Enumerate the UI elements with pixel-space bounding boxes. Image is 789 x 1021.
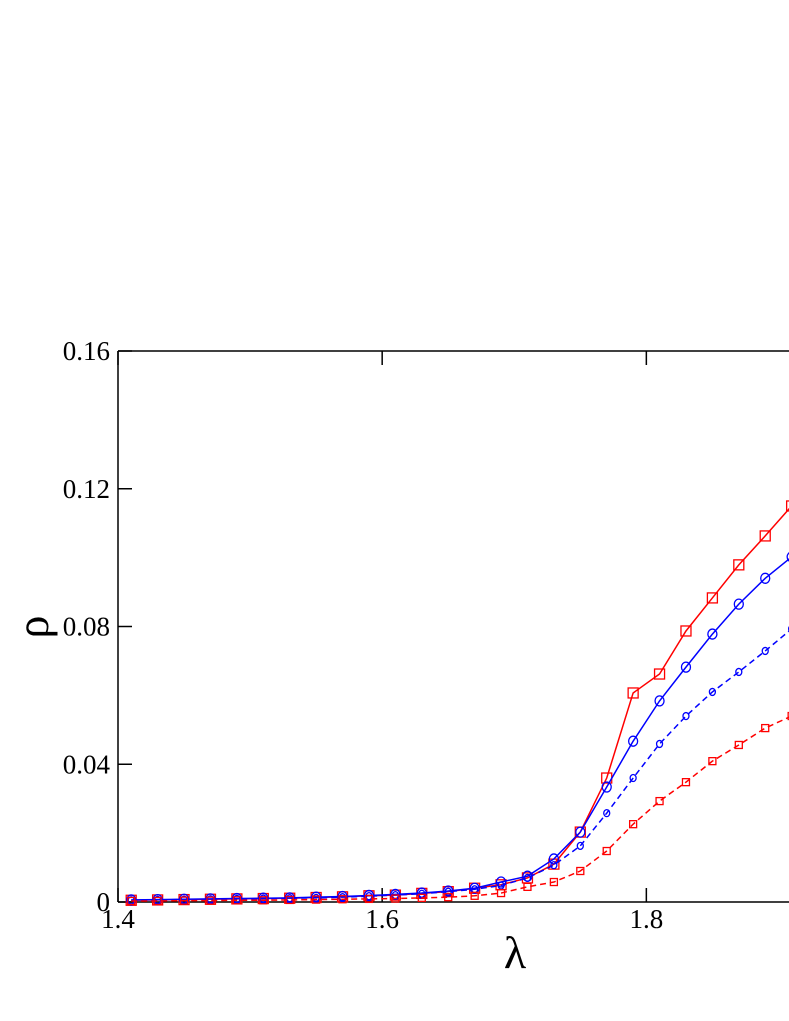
data-point bbox=[601, 781, 612, 793]
data-point bbox=[706, 592, 719, 604]
data-point bbox=[576, 841, 584, 851]
series-line bbox=[131, 716, 789, 902]
data-point bbox=[760, 572, 771, 584]
data-point bbox=[127, 896, 136, 906]
y-tick-label: 0.12 bbox=[63, 474, 110, 504]
x-tick-label: 1.6 bbox=[365, 904, 399, 934]
y-tick-label: 0.16 bbox=[63, 336, 110, 366]
data-point bbox=[311, 895, 321, 904]
data-point bbox=[680, 661, 692, 673]
data-point bbox=[390, 888, 401, 901]
data-point bbox=[549, 877, 559, 887]
data-point bbox=[735, 667, 743, 677]
data-point bbox=[629, 773, 637, 783]
data-point bbox=[576, 866, 585, 876]
data-point bbox=[153, 896, 162, 906]
y-tick-label: 0.04 bbox=[63, 749, 111, 779]
data-point bbox=[785, 500, 789, 512]
x-tick-label: 1.4 bbox=[101, 904, 135, 934]
data-point bbox=[523, 882, 532, 891]
data-point bbox=[206, 896, 215, 905]
data-point bbox=[364, 894, 374, 904]
series-line bbox=[131, 558, 789, 901]
data-point bbox=[627, 735, 639, 747]
data-point bbox=[179, 896, 189, 905]
data-point bbox=[603, 809, 611, 818]
x-axis-label: λ bbox=[504, 927, 527, 978]
data-point bbox=[496, 888, 506, 898]
data-point bbox=[680, 625, 692, 637]
data-point bbox=[391, 894, 400, 903]
x-tick-label: 1.8 bbox=[629, 904, 663, 934]
data-point bbox=[733, 598, 744, 610]
series-line bbox=[131, 630, 789, 902]
data-point bbox=[733, 559, 745, 571]
data-point bbox=[470, 891, 479, 900]
data-point bbox=[444, 887, 452, 896]
axes: 1.4 1.6 1.8 0 0.04 0.08 0.12 0.16 bbox=[63, 336, 789, 934]
data-point bbox=[707, 628, 718, 640]
data-point bbox=[734, 740, 743, 750]
data-point bbox=[602, 846, 611, 856]
data-point bbox=[682, 711, 690, 721]
y-tick-label: 0.08 bbox=[63, 612, 110, 642]
data-point bbox=[655, 796, 664, 806]
data-point bbox=[575, 826, 586, 838]
data-point bbox=[338, 895, 347, 904]
series-line bbox=[131, 507, 789, 902]
data-point bbox=[523, 873, 532, 883]
data-point bbox=[708, 757, 717, 766]
data-point bbox=[761, 723, 770, 733]
data-point bbox=[259, 896, 268, 905]
data-point bbox=[708, 687, 717, 697]
data-point bbox=[627, 687, 639, 699]
data-point bbox=[628, 820, 638, 829]
y-tick-label: 0 bbox=[97, 887, 111, 917]
data-point bbox=[786, 552, 789, 562]
data-point bbox=[417, 893, 426, 903]
data-point bbox=[285, 895, 294, 905]
data-point bbox=[787, 711, 789, 721]
data-point bbox=[759, 530, 771, 542]
data-point bbox=[761, 646, 769, 656]
data-point bbox=[232, 896, 242, 905]
data-point bbox=[495, 876, 507, 888]
data-point bbox=[550, 861, 558, 870]
data-point bbox=[654, 695, 665, 707]
series-group bbox=[125, 500, 789, 906]
y-axis-label: ρ bbox=[7, 616, 58, 639]
data-point bbox=[653, 668, 666, 680]
data-point bbox=[655, 739, 664, 749]
data-point bbox=[444, 893, 453, 902]
data-point bbox=[681, 778, 691, 787]
data-point bbox=[548, 853, 560, 865]
